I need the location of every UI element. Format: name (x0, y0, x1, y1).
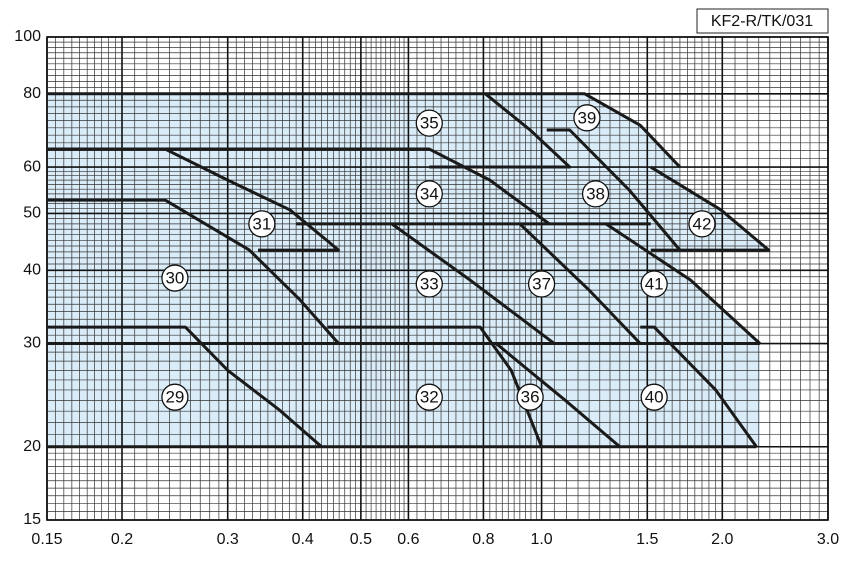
y-tick-label: 20 (23, 438, 41, 455)
label-circle (161, 264, 189, 292)
region-label: 39 (577, 108, 596, 127)
x-tick-label: 0.3 (217, 531, 239, 548)
curve (649, 165, 771, 252)
label-circle (640, 270, 668, 298)
curve (47, 147, 341, 252)
x-tick-label: 3.0 (817, 531, 839, 548)
label-circle (581, 180, 610, 208)
curve (495, 342, 621, 448)
region-label: 31 (252, 214, 271, 233)
x-tick-label: 1.5 (636, 531, 658, 548)
label-circle (527, 270, 556, 298)
region-label: 41 (645, 274, 664, 293)
label-circle (415, 109, 443, 137)
lines-layer (47, 92, 771, 449)
region-label: 30 (165, 269, 184, 288)
y-tick-label: 40 (23, 262, 41, 279)
x-tick-label: 0.15 (31, 531, 62, 548)
curve (47, 325, 323, 448)
curve (165, 147, 551, 226)
label-circle (415, 180, 443, 208)
region-label: 36 (521, 388, 540, 407)
region-fill (640, 327, 757, 447)
region-label: 29 (165, 388, 184, 407)
y-tick-label: 80 (23, 85, 41, 102)
x-tick-label: 0.5 (350, 531, 372, 548)
x-tick-label: 2.0 (711, 531, 733, 548)
label-circle (573, 104, 601, 132)
region-label: 42 (693, 214, 712, 233)
region-label: 40 (645, 388, 664, 407)
curve (605, 222, 761, 345)
y-tick-label: 15 (23, 511, 41, 528)
x-tick-label: 0.6 (397, 531, 419, 548)
x-tick-label: 0.4 (292, 531, 314, 548)
curve (47, 198, 340, 345)
label-circle (516, 383, 544, 411)
curve (518, 222, 642, 345)
y-tick-label: 50 (23, 205, 41, 222)
region-label: 32 (420, 388, 439, 407)
curve (546, 128, 682, 252)
label-circle (688, 210, 716, 238)
curve (390, 222, 556, 345)
curve (47, 92, 572, 169)
x-tick-label: 0.2 (111, 531, 133, 548)
region-label: 35 (420, 114, 439, 133)
label-circle (415, 270, 443, 298)
tag-box (696, 8, 829, 34)
curve (485, 92, 682, 169)
y-tick-label: 60 (23, 158, 41, 175)
labels-layer: 0.15 0.2 0.3 0.4 0.5 0.6 0.8 1.0 1.5 2.0 3.0 15 20 30… (14, 28, 839, 548)
major-layer (46, 36, 829, 521)
curve (640, 325, 758, 448)
x-tick-label: 0.8 (472, 531, 494, 548)
y-tick-label: 100 (14, 28, 41, 45)
label-circle (415, 383, 443, 411)
region-label: 38 (586, 184, 605, 203)
x-tick-label: 1.0 (530, 531, 552, 548)
label-circle (248, 210, 276, 238)
chart-tag: KF2-R/TK/031 (711, 13, 813, 30)
region-label: 34 (420, 184, 439, 203)
y-tick-label: 30 (23, 335, 41, 352)
label-circle (640, 383, 668, 411)
region-label: 33 (420, 274, 439, 293)
label-circle (161, 383, 189, 411)
region-label: 37 (532, 274, 551, 293)
